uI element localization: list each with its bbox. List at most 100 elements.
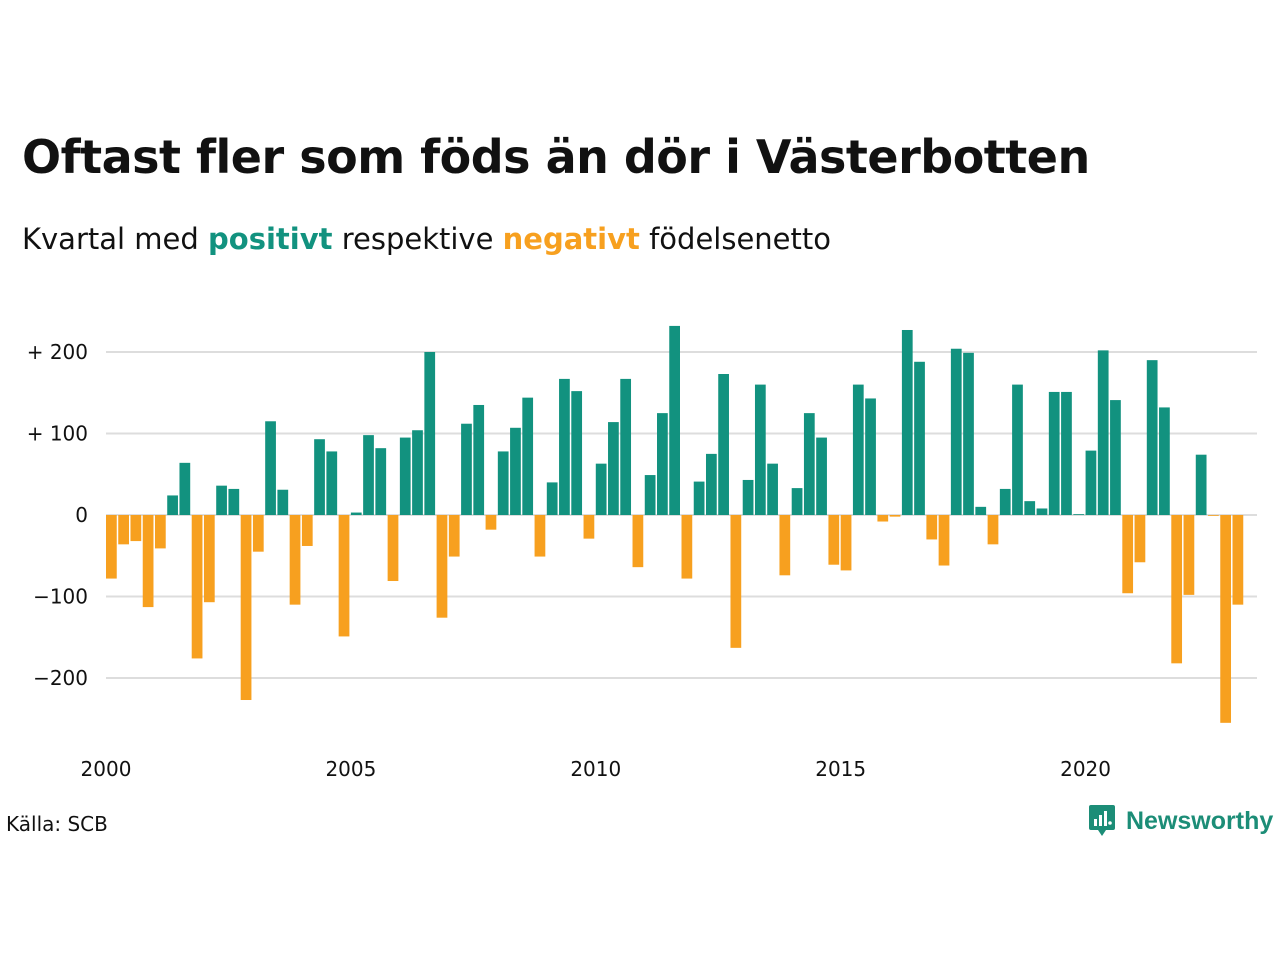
chart-title: Oftast fler som föds än dör i Västerbott… <box>22 130 1090 184</box>
bar <box>522 397 534 515</box>
y-axis-tick-labels: + 200 + 100 0 −100 −200 <box>27 340 88 690</box>
bar <box>338 515 350 637</box>
bar <box>412 430 423 515</box>
bar <box>1122 515 1134 594</box>
bar <box>620 378 632 515</box>
bars <box>106 325 1244 723</box>
bar <box>681 515 693 579</box>
bar <box>1012 384 1023 515</box>
y-tick-label: −100 <box>33 585 88 609</box>
bar <box>375 448 387 515</box>
bar <box>840 515 852 571</box>
bar <box>1036 508 1048 515</box>
bar <box>436 515 448 618</box>
bar <box>987 515 999 545</box>
bar <box>1195 454 1207 515</box>
x-tick-label: 2005 <box>325 757 376 781</box>
bar <box>546 482 558 515</box>
bar <box>191 515 203 659</box>
bar <box>816 437 827 515</box>
bar <box>926 515 938 540</box>
x-tick-label: 2010 <box>570 757 621 781</box>
bar <box>1048 391 1060 515</box>
subtitle-positive-word: positivt <box>208 222 333 256</box>
bar <box>534 515 546 557</box>
bar <box>779 515 791 576</box>
bar <box>852 384 864 515</box>
bar <box>142 515 154 608</box>
bar <box>1110 400 1121 515</box>
bar <box>1220 515 1232 723</box>
bar <box>791 488 803 515</box>
bar <box>1171 515 1183 664</box>
brand-logo[interactable]: Newsworthy <box>1088 804 1273 838</box>
bar <box>252 515 264 552</box>
bar <box>644 475 656 515</box>
bar <box>399 437 411 515</box>
chart-subtitle: Kvartal med positivt respektive negativt… <box>22 222 831 256</box>
brand-name: Newsworthy <box>1126 806 1274 835</box>
y-tick-label: −200 <box>33 666 88 690</box>
bar <box>301 515 313 546</box>
source-note: Källa: SCB <box>6 812 108 836</box>
bar <box>583 515 595 539</box>
bar <box>901 329 913 515</box>
bar <box>914 361 925 515</box>
bar <box>448 515 460 557</box>
bar <box>363 435 374 515</box>
y-tick-label: + 200 <box>27 340 88 364</box>
subtitle-negative-word: negativt <box>502 222 640 256</box>
bar <box>950 348 962 515</box>
bar <box>216 485 227 515</box>
bar <box>877 515 889 522</box>
bar <box>865 398 876 515</box>
subtitle-suffix: födelsenetto <box>649 222 831 256</box>
bar <box>742 479 754 515</box>
bar-chart: + 200 + 100 0 −100 −200 2000 2005 2010 2015 2020 <box>27 325 1257 781</box>
x-axis-tick-labels: 2000 2005 2010 2015 2020 <box>81 757 1111 781</box>
bar <box>424 352 436 515</box>
bar <box>828 515 840 565</box>
bar <box>559 378 570 515</box>
bar <box>1097 350 1109 515</box>
bar <box>1208 515 1219 516</box>
bar <box>203 515 215 603</box>
bar <box>754 384 766 515</box>
bar <box>497 451 509 515</box>
bar <box>1024 501 1036 515</box>
bar <box>730 515 742 648</box>
x-tick-label: 2020 <box>1060 757 1111 781</box>
subtitle-prefix: Kvartal med <box>22 222 199 256</box>
bar <box>485 515 497 530</box>
bar <box>803 413 815 515</box>
bar <box>608 422 619 515</box>
bar <box>289 515 301 605</box>
bar <box>571 391 583 515</box>
bar <box>106 515 117 579</box>
bar <box>999 488 1011 515</box>
x-tick-label: 2015 <box>815 757 866 781</box>
bar <box>277 489 289 515</box>
y-tick-label: + 100 <box>27 422 88 446</box>
bar <box>240 515 252 701</box>
x-tick-label: 2000 <box>81 757 132 781</box>
bar <box>326 451 338 515</box>
bar <box>767 463 778 515</box>
bar <box>1061 391 1072 515</box>
bar <box>350 512 362 515</box>
bar <box>473 404 485 515</box>
bar <box>265 421 276 515</box>
bar <box>889 515 901 517</box>
bar <box>963 352 974 515</box>
bar <box>938 515 950 566</box>
bar <box>461 423 472 515</box>
bar <box>1073 514 1085 515</box>
bar <box>1183 515 1195 595</box>
bar <box>179 462 191 515</box>
bar <box>1134 515 1146 563</box>
bar <box>1146 360 1158 515</box>
bar <box>1232 515 1244 605</box>
bar <box>718 374 729 515</box>
bar <box>975 506 987 515</box>
bar <box>632 515 644 568</box>
